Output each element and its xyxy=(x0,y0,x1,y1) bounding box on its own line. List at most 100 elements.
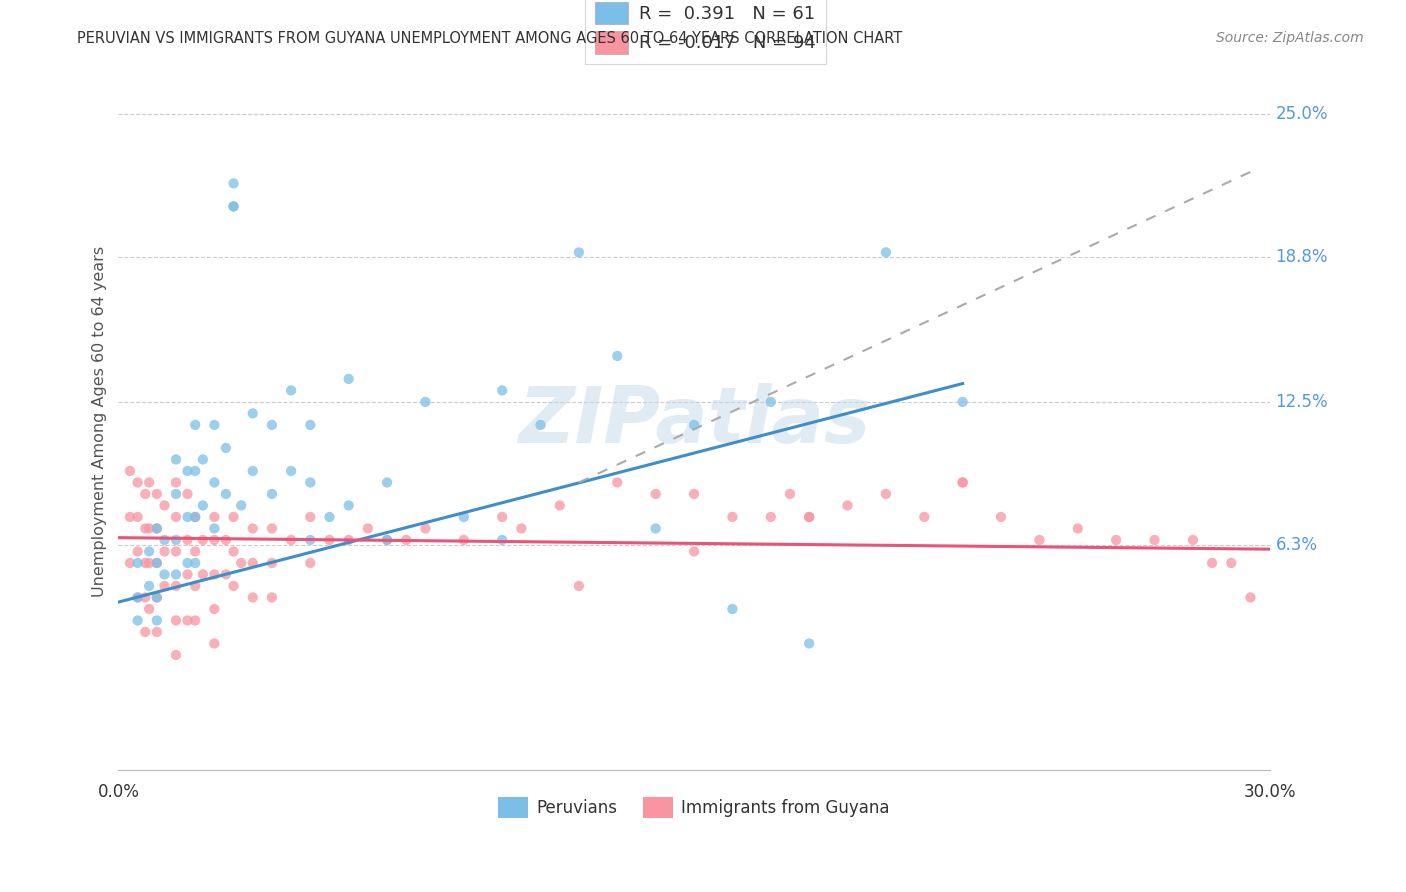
Point xyxy=(242,464,264,478)
Point xyxy=(118,556,141,570)
Point xyxy=(202,636,225,650)
Point xyxy=(242,521,264,535)
Point xyxy=(138,579,160,593)
Point xyxy=(644,487,666,501)
Point xyxy=(683,417,706,432)
Point xyxy=(165,510,187,524)
Point xyxy=(222,199,245,213)
Point xyxy=(153,533,176,547)
Point xyxy=(215,567,238,582)
Point xyxy=(176,556,198,570)
Point xyxy=(453,510,475,524)
Point xyxy=(184,510,207,524)
Point xyxy=(990,510,1012,524)
Point xyxy=(606,349,628,363)
Point xyxy=(491,533,513,547)
Point xyxy=(127,510,149,524)
Point xyxy=(299,510,322,524)
Point xyxy=(146,556,169,570)
Point xyxy=(134,591,156,605)
Point xyxy=(184,556,207,570)
Point xyxy=(1028,533,1050,547)
Point xyxy=(165,533,187,547)
Point xyxy=(318,510,340,524)
Point xyxy=(184,510,207,524)
Point xyxy=(191,567,214,582)
Point xyxy=(153,544,176,558)
Point xyxy=(118,464,141,478)
Point xyxy=(242,591,264,605)
Point xyxy=(952,395,974,409)
Point xyxy=(191,499,214,513)
Point xyxy=(138,556,160,570)
Point xyxy=(222,510,245,524)
Point xyxy=(153,499,176,513)
Point xyxy=(779,487,801,501)
Point xyxy=(127,591,149,605)
Point xyxy=(118,510,141,524)
Point xyxy=(1201,556,1223,570)
Point xyxy=(721,510,744,524)
Point xyxy=(375,533,398,547)
Point xyxy=(260,521,283,535)
Point xyxy=(127,614,149,628)
Point xyxy=(299,533,322,547)
Point xyxy=(146,591,169,605)
Point xyxy=(231,499,253,513)
Point xyxy=(1067,521,1090,535)
Point xyxy=(165,544,187,558)
Point xyxy=(337,533,360,547)
Point xyxy=(184,614,207,628)
Text: PERUVIAN VS IMMIGRANTS FROM GUYANA UNEMPLOYMENT AMONG AGES 60 TO 64 YEARS CORREL: PERUVIAN VS IMMIGRANTS FROM GUYANA UNEMP… xyxy=(77,31,903,46)
Point xyxy=(260,487,283,501)
Point xyxy=(153,579,176,593)
Point xyxy=(375,475,398,490)
Point xyxy=(202,521,225,535)
Point xyxy=(875,245,897,260)
Point xyxy=(510,521,533,535)
Point xyxy=(1105,533,1128,547)
Point xyxy=(280,384,302,398)
Point xyxy=(759,395,782,409)
Text: 18.8%: 18.8% xyxy=(1275,248,1327,266)
Point xyxy=(134,521,156,535)
Text: 6.3%: 6.3% xyxy=(1275,535,1317,554)
Point xyxy=(165,475,187,490)
Point xyxy=(202,533,225,547)
Point xyxy=(222,199,245,213)
Point xyxy=(299,556,322,570)
Point xyxy=(146,521,169,535)
Point xyxy=(165,567,187,582)
Point xyxy=(138,475,160,490)
Point xyxy=(299,475,322,490)
Point xyxy=(202,510,225,524)
Text: Source: ZipAtlas.com: Source: ZipAtlas.com xyxy=(1216,31,1364,45)
Point xyxy=(184,579,207,593)
Point xyxy=(184,464,207,478)
Point xyxy=(799,636,821,650)
Point xyxy=(606,475,628,490)
Point xyxy=(568,579,591,593)
Point xyxy=(176,567,198,582)
Point xyxy=(529,417,551,432)
Point xyxy=(337,372,360,386)
Point xyxy=(215,533,238,547)
Point xyxy=(453,533,475,547)
Point xyxy=(138,544,160,558)
Point xyxy=(318,533,340,547)
Point xyxy=(242,556,264,570)
Point xyxy=(1220,556,1243,570)
Point xyxy=(799,510,821,524)
Point xyxy=(202,417,225,432)
Point xyxy=(337,499,360,513)
Point xyxy=(146,624,169,639)
Legend: Peruvians, Immigrants from Guyana: Peruvians, Immigrants from Guyana xyxy=(492,790,896,824)
Point xyxy=(127,544,149,558)
Point xyxy=(1239,591,1261,605)
Point xyxy=(260,417,283,432)
Point xyxy=(242,406,264,420)
Point xyxy=(165,648,187,662)
Point xyxy=(1143,533,1166,547)
Text: 12.5%: 12.5% xyxy=(1275,393,1329,411)
Y-axis label: Unemployment Among Ages 60 to 64 years: Unemployment Among Ages 60 to 64 years xyxy=(93,246,107,597)
